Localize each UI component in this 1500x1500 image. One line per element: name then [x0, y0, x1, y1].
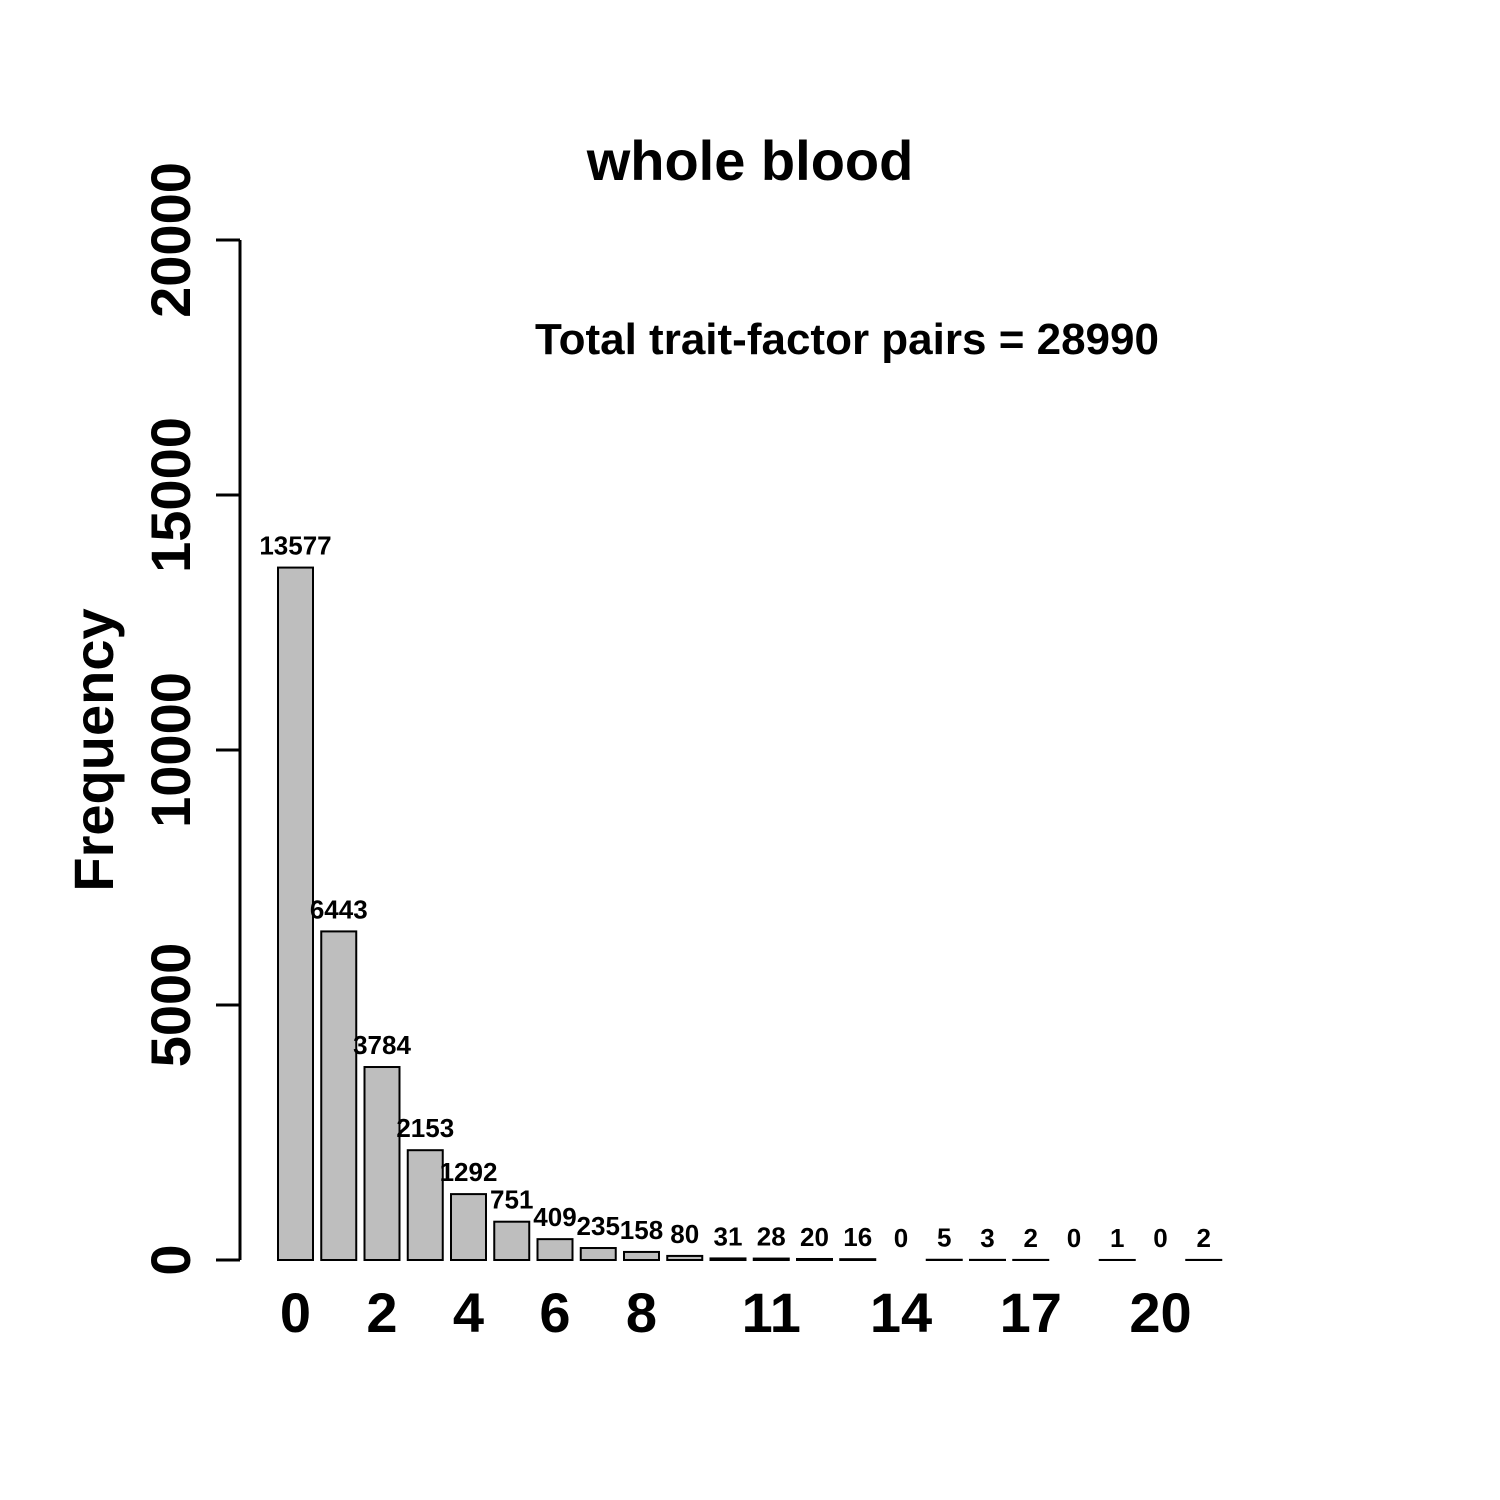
bar-value-label: 3 — [980, 1223, 994, 1253]
bar — [320, 930, 358, 1261]
y-axis-tick-label: 20000 — [139, 162, 202, 318]
bar — [536, 1238, 574, 1261]
bar-value-label: 2 — [1024, 1223, 1038, 1253]
bar-value-label: 0 — [894, 1223, 908, 1253]
bar-value-label: 158 — [620, 1215, 663, 1245]
bar — [839, 1258, 877, 1261]
bar — [579, 1247, 617, 1262]
bar — [277, 566, 314, 1261]
bar — [666, 1254, 704, 1262]
bar-value-label: 409 — [533, 1202, 576, 1232]
bar-value-label: 235 — [577, 1211, 620, 1241]
bar-value-label: 0 — [1067, 1223, 1081, 1253]
x-axis-tick-label: 14 — [870, 1281, 932, 1344]
y-axis: 0 5000 10000 15000 20000 — [139, 162, 242, 1276]
bar — [406, 1149, 444, 1262]
bar — [796, 1257, 833, 1261]
x-axis-tick-label: 20 — [1129, 1281, 1191, 1344]
bar-value-label: 80 — [670, 1219, 699, 1249]
x-axis-tick-label: 8 — [626, 1281, 657, 1344]
x-axis-tick-label: 6 — [539, 1281, 570, 1344]
x-axis-tick-labels: 0 2 4 6 8 11 14 17 20 — [280, 1281, 1192, 1344]
bars-group — [277, 566, 1223, 1262]
bar-value-label: 2153 — [396, 1113, 454, 1143]
bar-value-label: 5 — [937, 1223, 951, 1253]
bar-value-label: 16 — [843, 1222, 872, 1252]
x-axis-tick-label: 17 — [1000, 1281, 1062, 1344]
bar-value-label: 6443 — [310, 894, 368, 924]
y-axis-label: Frequency — [62, 608, 125, 891]
bar-value-label: 28 — [757, 1222, 786, 1252]
chart-title: whole blood — [586, 129, 914, 192]
x-axis-tick-label: 2 — [366, 1281, 397, 1344]
bar — [709, 1257, 747, 1261]
total-pairs-annotation: Total trait-factor pairs = 28990 — [535, 315, 1159, 364]
y-axis-tick-label: 5000 — [139, 943, 202, 1068]
bar-value-label: 3784 — [353, 1030, 411, 1060]
y-axis-tick-label: 0 — [139, 1244, 202, 1275]
x-axis-tick-label: 11 — [742, 1281, 801, 1344]
bar — [450, 1193, 487, 1262]
y-axis-tick-label: 15000 — [139, 417, 202, 573]
bar — [363, 1066, 401, 1261]
bar-value-label: 751 — [490, 1185, 533, 1215]
bar — [493, 1220, 531, 1261]
bar-value-label: 1292 — [440, 1157, 498, 1187]
bar — [752, 1257, 790, 1262]
bar-value-label: 13577 — [259, 531, 331, 561]
bar-value-label: 2 — [1197, 1223, 1211, 1253]
y-axis-tick-label: 10000 — [139, 672, 202, 828]
bar — [623, 1250, 660, 1262]
x-axis-tick-label: 0 — [280, 1281, 311, 1344]
bar-value-label: 20 — [800, 1222, 829, 1252]
x-axis-tick-label: 4 — [453, 1281, 484, 1344]
bar-value-label: 31 — [714, 1221, 743, 1251]
bar-value-label: 1 — [1110, 1223, 1124, 1253]
bar-value-label: 0 — [1153, 1223, 1167, 1253]
